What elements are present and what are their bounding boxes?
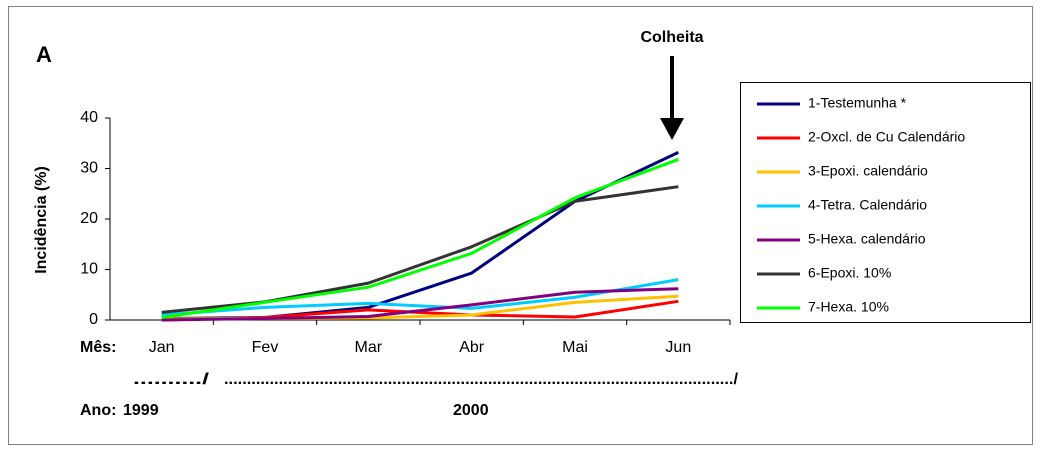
y-tick-label: 10 [80, 261, 98, 278]
x-tick-label: Fev [252, 339, 279, 356]
y-axis-label: Incidência (%) [33, 166, 50, 274]
period-mark: ........................................… [224, 371, 739, 388]
y-tick-label: 20 [80, 210, 98, 227]
legend-label: 1-Testemunha * [808, 95, 907, 111]
period-mark: ........../ [133, 371, 210, 388]
panel-label: A [36, 42, 52, 67]
x-tick-label: Mai [562, 339, 588, 356]
y-tick-label: 40 [80, 109, 98, 126]
legend-label: 7-Hexa. 10% [808, 299, 889, 315]
legend-label: 3-Epoxi. calendário [808, 163, 928, 179]
legend-label: 4-Tetra. Calendário [808, 197, 927, 213]
legend-label: 5-Hexa. calendário [808, 231, 926, 247]
y-tick-label: 0 [89, 311, 98, 328]
legend-label: 6-Epoxi. 10% [808, 265, 891, 281]
x-tick-label: Abr [459, 339, 485, 356]
x-axis-label: Mês: [80, 339, 116, 356]
x-tick-label: Jun [665, 339, 691, 356]
annotation: Colheita [640, 29, 703, 46]
x-tick-label: Jan [149, 339, 175, 356]
series-line [161, 287, 679, 322]
year-label: 2000 [453, 402, 489, 419]
x-tick-label: Mar [355, 339, 383, 356]
annotation-arrow-head [660, 118, 684, 140]
legend-label: 2-Oxcl. de Cu Calendário [808, 129, 965, 145]
y-tick-label: 30 [80, 160, 98, 177]
year-axis-label: Ano: [80, 402, 116, 419]
series-line [161, 278, 679, 317]
year-label: 1999 [123, 402, 159, 419]
series-line [161, 158, 679, 319]
legend-box [740, 82, 1031, 323]
